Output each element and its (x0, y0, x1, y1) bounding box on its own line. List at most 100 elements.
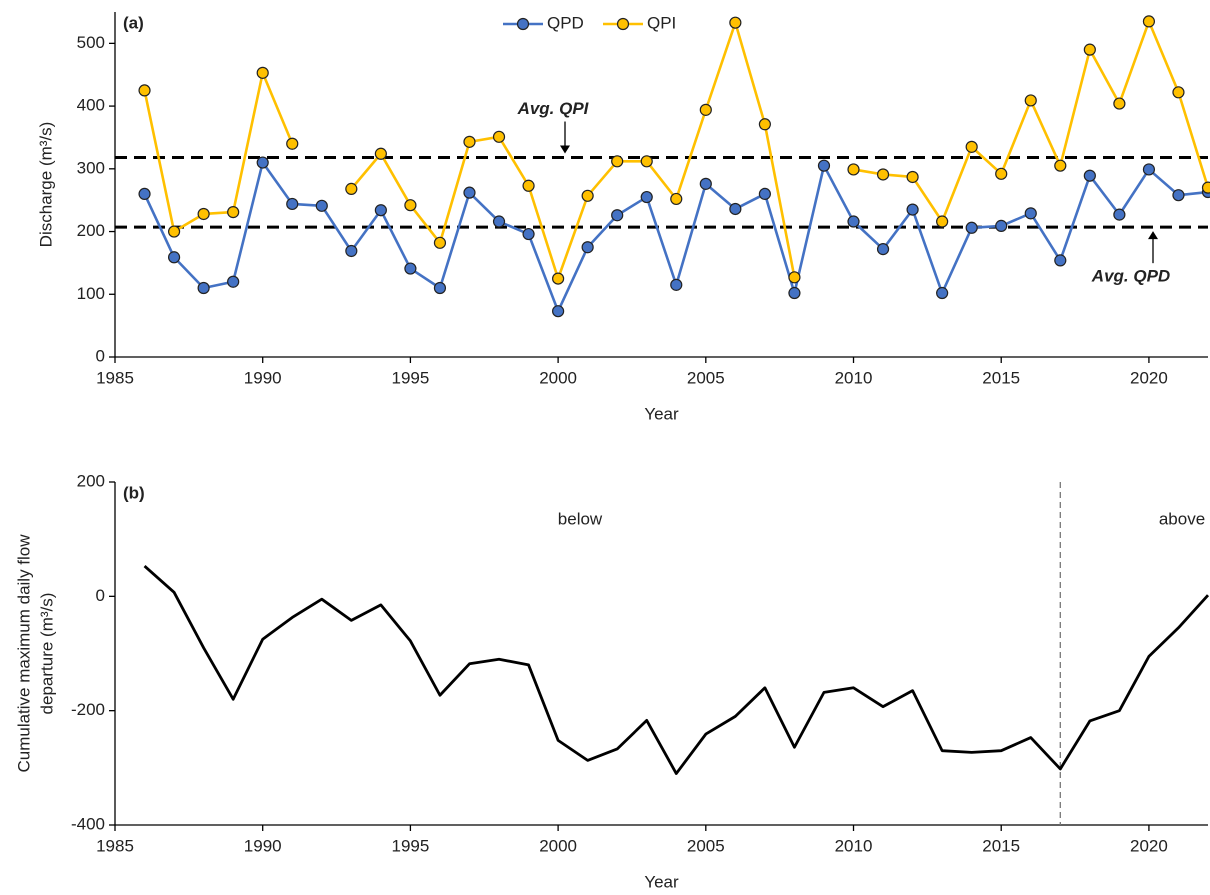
data-point (256, 156, 269, 169)
data-point (433, 281, 447, 295)
data-point (847, 163, 860, 176)
data-point (404, 199, 417, 212)
x-tick-label: 2015 (982, 836, 1020, 855)
data-point (581, 241, 594, 254)
data-point (1054, 159, 1067, 172)
data-point (788, 271, 801, 284)
data-point (1113, 97, 1126, 110)
series-line (143, 564, 1210, 775)
data-point (936, 215, 949, 228)
x-tick-label: 2005 (687, 836, 725, 855)
x-tick-label: 2010 (835, 836, 873, 855)
data-point (492, 130, 506, 143)
arrow-head (1148, 231, 1158, 240)
data-point (965, 140, 978, 153)
data-point (138, 84, 151, 97)
y-tick-label: -400 (71, 814, 105, 833)
x-tick-label: 2020 (1130, 368, 1168, 387)
y-tick-label: 300 (77, 158, 105, 177)
x-tick-label: 2000 (539, 368, 577, 387)
x-tick-label: 1985 (96, 836, 134, 855)
arrow-head (560, 145, 570, 154)
data-point (876, 243, 890, 256)
data-point (374, 147, 387, 160)
y-tick-label: 200 (77, 221, 105, 240)
data-point (995, 219, 1008, 232)
data-point (463, 186, 476, 199)
data-point (552, 305, 565, 318)
x-tick-label: 1995 (391, 836, 429, 855)
data-point (1024, 207, 1037, 220)
data-point (522, 179, 535, 192)
y-axis-title: Cumulative maximum daily flow (14, 534, 33, 773)
data-point (670, 278, 683, 291)
x-tick-label: 2020 (1130, 836, 1168, 855)
data-point (1142, 163, 1156, 176)
data-point (611, 155, 624, 168)
data-point (1024, 94, 1037, 107)
data-point (315, 199, 328, 212)
data-point (286, 137, 299, 150)
data-point (167, 251, 181, 264)
x-tick-label: 2015 (982, 368, 1020, 387)
data-point (1172, 189, 1185, 202)
x-axis-title: Year (644, 404, 679, 423)
x-axis-title: Year (644, 872, 679, 891)
y-tick-label: 0 (96, 346, 105, 365)
data-point (906, 170, 919, 184)
data-point (286, 197, 299, 211)
y-tick-label: 500 (77, 33, 105, 52)
reference-label: Avg. QPD (1091, 267, 1170, 286)
data-point (906, 203, 919, 216)
region-label: below (558, 509, 603, 528)
data-point (522, 227, 535, 241)
data-point (1113, 208, 1126, 221)
data-point (876, 168, 890, 181)
data-point (670, 192, 683, 206)
data-point (995, 167, 1008, 180)
data-point (463, 135, 476, 148)
legend-marker (516, 17, 530, 31)
data-point (256, 66, 269, 79)
data-point (227, 206, 240, 219)
x-tick-label: 1985 (96, 368, 134, 387)
x-tick-label: 2005 (687, 368, 725, 387)
legend-marker (616, 17, 630, 31)
data-point (1054, 254, 1067, 267)
data-point (552, 272, 565, 285)
data-point (729, 202, 742, 216)
data-point (965, 221, 978, 234)
reference-label: Avg. QPI (517, 99, 590, 118)
data-point (138, 187, 151, 201)
data-point (936, 286, 949, 300)
legend-label: QPD (547, 13, 584, 32)
x-tick-label: 1990 (244, 836, 282, 855)
y-tick-label: 200 (77, 471, 105, 490)
y-axis-title: departure (m³/s) (37, 593, 56, 715)
data-point (1172, 86, 1185, 99)
data-point (758, 187, 771, 201)
data-point (374, 204, 387, 217)
data-point (1201, 181, 1210, 194)
data-point (1083, 169, 1096, 182)
data-point (581, 189, 594, 202)
y-tick-label: -200 (71, 700, 105, 719)
data-point (699, 103, 712, 116)
panel-label: (b) (123, 483, 145, 502)
x-tick-label: 1990 (244, 368, 282, 387)
legend-label: QPI (647, 13, 676, 32)
y-tick-label: 400 (77, 96, 105, 115)
y-tick-label: 0 (96, 586, 105, 605)
data-point (345, 244, 358, 258)
data-point (404, 262, 417, 275)
data-point (1142, 15, 1156, 28)
data-point (758, 118, 771, 131)
data-point (847, 215, 860, 228)
data-point (817, 159, 831, 172)
data-point (345, 182, 358, 195)
data-point (167, 225, 181, 238)
y-axis-title: Discharge (m³/s) (36, 122, 55, 248)
data-point (433, 236, 447, 249)
x-tick-label: 1995 (391, 368, 429, 387)
